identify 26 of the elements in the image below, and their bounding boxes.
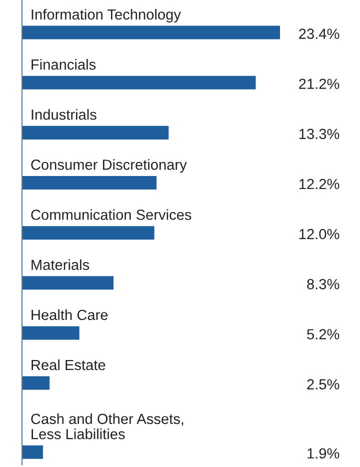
bar (22, 126, 169, 140)
data-label: 21.2% (299, 78, 340, 89)
y-tick-label: Materials (32, 259, 90, 270)
y-tick-label: Industrials (32, 109, 96, 120)
bar (22, 226, 154, 240)
bar (22, 26, 280, 40)
y-tick-label: Health Care (32, 309, 108, 320)
data-label: 13.3% (299, 128, 340, 140)
data-label: 8.3% (307, 278, 340, 290)
y-tick-label: Consumer Discretionary (31, 159, 187, 173)
y-tick-label: Cash and Other Assets, Less Liabilities (31, 413, 184, 440)
bar (22, 276, 114, 290)
data-label: 23.4% (299, 28, 340, 39)
data-label: 5.2% (307, 329, 340, 340)
bar (22, 326, 80, 340)
y-tick-label: Information Technology (32, 8, 181, 23)
data-label: 12.0% (299, 228, 340, 240)
data-label: 1.9% (308, 448, 340, 459)
data-label: 12.2% (299, 178, 340, 190)
y-tick-label: Financials (32, 59, 96, 70)
y-tick-label: Real Estate (32, 359, 106, 370)
y-tick-label: Communication Services (31, 209, 192, 220)
bar (22, 376, 50, 390)
bar (22, 176, 157, 190)
bar (22, 76, 256, 90)
data-label: 2.5% (307, 379, 340, 390)
